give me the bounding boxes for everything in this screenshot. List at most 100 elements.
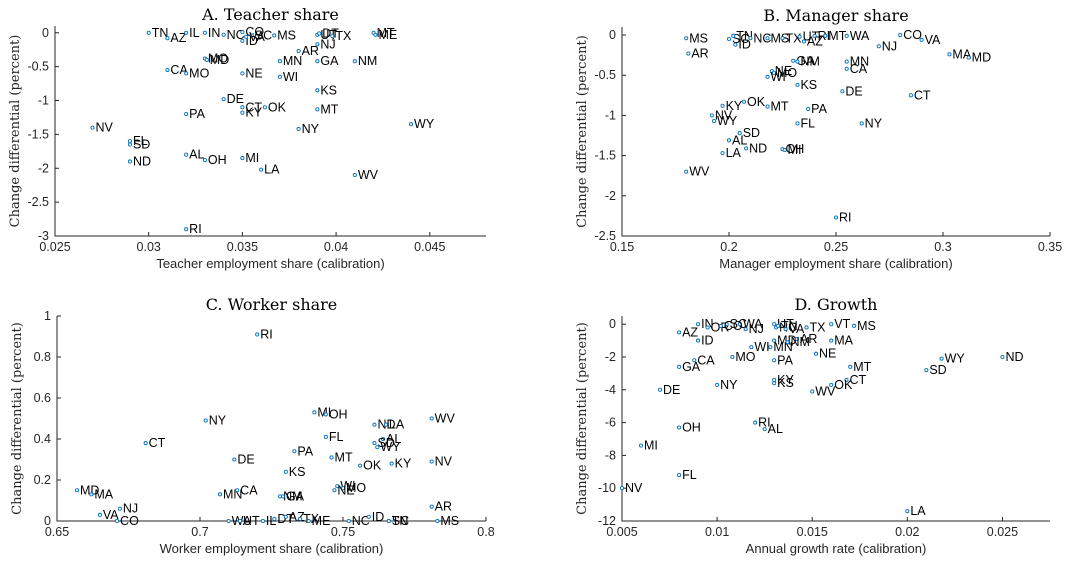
data-point (255, 332, 260, 337)
point-label: GA (320, 54, 339, 68)
data-point (730, 354, 735, 360)
x-tick-label: 0.005 (606, 525, 637, 539)
data-point (277, 74, 282, 79)
point-label: CT (245, 100, 262, 114)
data-point (924, 368, 929, 373)
point-label: AZ (807, 34, 823, 48)
point-label: MD (210, 53, 229, 67)
point-label: NJ (882, 39, 897, 53)
data-point (306, 518, 311, 524)
point-label: TX (335, 29, 352, 43)
data-point (898, 32, 903, 38)
point-label: TN (152, 26, 169, 40)
data-point (335, 484, 340, 489)
point-label: CA (697, 353, 715, 367)
data-point (791, 58, 796, 63)
point-label: CT (149, 436, 166, 450)
point-label: LA (389, 418, 405, 432)
point-label: DE (663, 383, 680, 397)
point-label: FL (800, 116, 815, 130)
y-tick-label: 0.6 (34, 391, 51, 405)
point-label: AL (732, 133, 747, 147)
data-point (232, 457, 237, 462)
point-label: NV (625, 481, 643, 495)
y-tick-label: -2 (605, 189, 616, 203)
point-label: GA (796, 54, 815, 68)
point-label: AR (691, 47, 708, 61)
y-tick-label: 0 (42, 26, 49, 40)
data-point (184, 71, 189, 76)
data-point (966, 55, 971, 60)
point-label: TX (810, 320, 827, 334)
data-point (812, 33, 817, 38)
y-axis-label: Change differential (percent) (8, 35, 23, 228)
point-label: MI (245, 151, 259, 165)
data-point (733, 42, 738, 47)
point-label: MT (828, 29, 846, 43)
data-point (296, 126, 301, 132)
data-point (743, 327, 748, 332)
data-point (794, 336, 800, 342)
data-point (217, 492, 223, 497)
y-tick-label: 0 (44, 514, 51, 528)
data-point (696, 322, 701, 327)
point-label: MS (771, 31, 790, 45)
data-point (408, 122, 414, 127)
data-point (765, 36, 770, 41)
panel-title: D. Growth (795, 295, 878, 314)
point-label: SD (743, 126, 760, 140)
data-point (768, 345, 773, 350)
data-point (657, 387, 663, 392)
point-label: NC (779, 320, 797, 334)
data-point (184, 112, 189, 117)
data-point (765, 74, 770, 79)
data-point (283, 469, 288, 474)
data-point (204, 57, 209, 62)
y-tick-label: -1 (605, 108, 616, 122)
data-point (240, 105, 245, 110)
point-label: OH (682, 421, 701, 435)
point-label: NY (302, 122, 320, 136)
data-point (737, 322, 742, 327)
point-label: DE (227, 92, 244, 106)
x-axis-label: Annual growth rate (calibration) (746, 541, 927, 556)
point-label: SC (732, 32, 749, 46)
data-point (262, 105, 267, 110)
y-tick-label: -2.5 (27, 195, 49, 209)
point-label: MT (335, 450, 353, 464)
point-label: NE (775, 64, 792, 78)
x-tick-label: 0.025 (39, 240, 70, 254)
panel-4: D. Growth 0.005 0.01 0.015 0.02 0.025 -12 -10 -8… (575, 295, 1050, 556)
y-tick-label: -1.5 (594, 149, 616, 163)
point-label: NM (283, 489, 302, 503)
data-point (117, 506, 122, 511)
axes-frame (56, 316, 486, 522)
data-point (783, 327, 788, 332)
point-label: WV (435, 412, 456, 426)
point-label: NM (358, 54, 377, 68)
data-point (332, 488, 337, 493)
point-label: WY (717, 114, 738, 128)
point-label: CA (170, 63, 188, 77)
data-point (772, 338, 777, 343)
point-label: NM (800, 55, 819, 69)
data-point (292, 449, 297, 454)
data-point (813, 351, 819, 356)
y-tick-label: 0 (609, 28, 616, 42)
data-point (184, 152, 189, 157)
data-point (97, 512, 102, 517)
data-point (748, 36, 753, 41)
y-tick-label: -8 (605, 448, 616, 462)
point-label: OH (786, 142, 805, 156)
point-label: TX (786, 31, 803, 45)
data-point (718, 323, 723, 328)
data-point (89, 492, 94, 497)
point-label: PA (189, 107, 205, 121)
point-label: PA (777, 353, 793, 367)
point-label: ID (372, 510, 385, 524)
data-point (737, 131, 742, 136)
data-point (372, 422, 377, 427)
x-axis-label: Manager employment share (calibration) (719, 256, 952, 271)
point-label: AL (768, 422, 783, 436)
data-point (795, 59, 800, 64)
